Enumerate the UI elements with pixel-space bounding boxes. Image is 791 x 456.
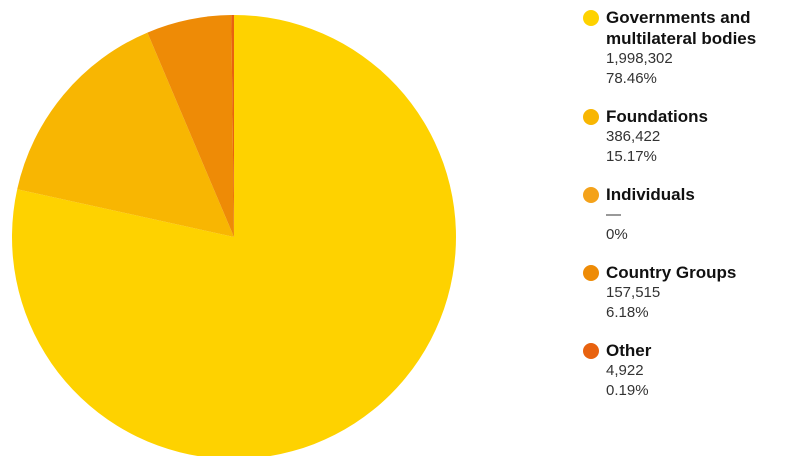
pie-slice-country-groups <box>147 15 234 237</box>
legend-swatch <box>583 187 599 203</box>
legend-value: 386,422 <box>606 128 661 145</box>
legend-percent: 78.46% <box>606 70 657 87</box>
legend-label: Country Groups <box>606 263 737 282</box>
legend-item-foundations: Foundations 386,422 15.17% <box>583 106 788 167</box>
legend-swatch <box>583 10 599 26</box>
pie-plot <box>11 15 456 456</box>
legend-percent: 0% <box>606 226 628 243</box>
legend-item-other: Other 4,922 0.19% <box>583 340 788 401</box>
legend-label: Foundations <box>606 107 708 126</box>
pie-slice-other <box>231 15 234 237</box>
legend-value: 157,515 <box>606 284 661 301</box>
legend-percent: 0.19% <box>606 382 649 399</box>
legend-value: 4,922 <box>606 362 644 379</box>
legend: Governments and multilateral bodies 1,99… <box>583 7 788 401</box>
legend-percent: 15.17% <box>606 148 657 165</box>
legend-swatch <box>583 265 599 281</box>
legend-label: Individuals <box>606 185 695 204</box>
legend-label: Governments and multilateral bodies <box>606 8 757 48</box>
legend-value: 1,998,302 <box>606 50 673 67</box>
pie-slice-foundations <box>17 32 235 237</box>
legend-item-governments: Governments and multilateral bodies 1,99… <box>583 7 788 89</box>
legend-label: Other <box>606 341 652 360</box>
pie-slice-governments-and-multilateral-bodies <box>11 15 456 456</box>
legend-item-country-groups: Country Groups 157,515 6.18% <box>583 262 788 323</box>
legend-item-individuals: Individuals — 0% <box>583 184 788 245</box>
legend-swatch <box>583 109 599 125</box>
legend-percent: 6.18% <box>606 304 649 321</box>
legend-swatch <box>583 343 599 359</box>
legend-value: — <box>606 206 621 223</box>
